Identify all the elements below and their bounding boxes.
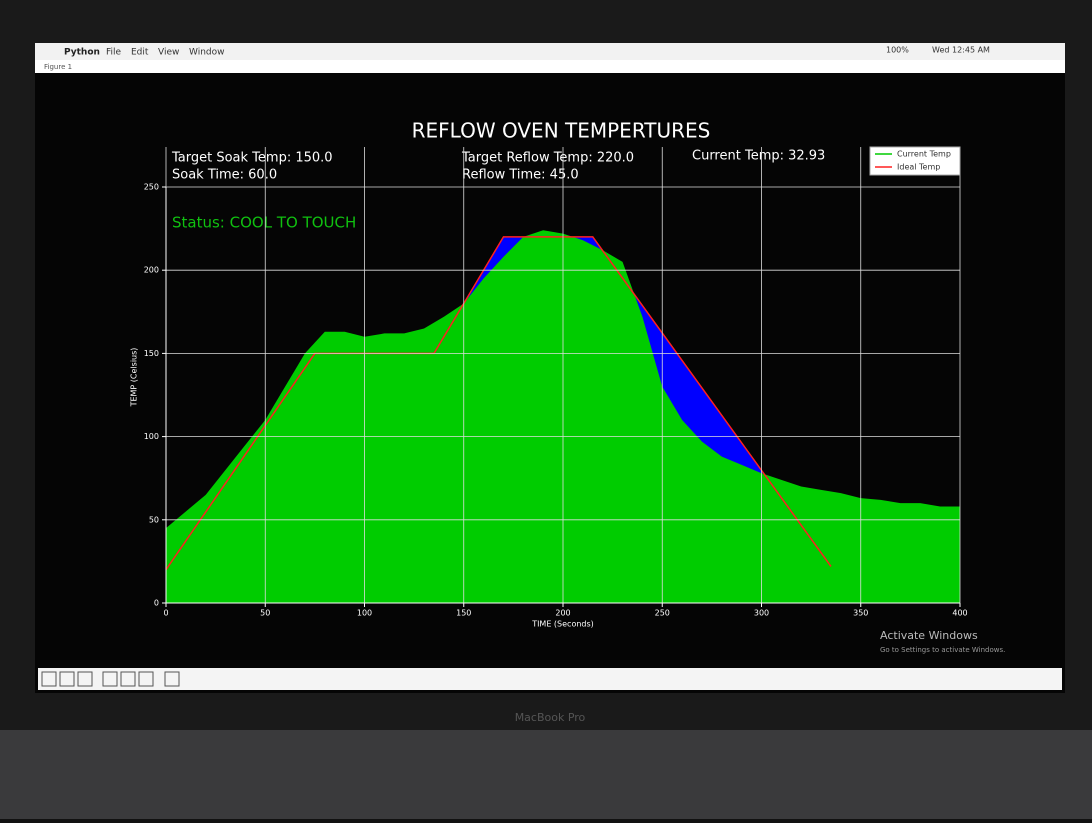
toolbar xyxy=(38,668,1062,690)
zoom-button[interactable] xyxy=(120,671,136,687)
annotation: Current Temp: 32.93 xyxy=(692,149,825,164)
device-label: MacBook Pro xyxy=(515,711,586,724)
menu-item[interactable]: Window xyxy=(189,48,225,58)
x-tick-label: 300 xyxy=(754,609,769,618)
x-tick-label: 100 xyxy=(357,609,372,618)
annotation: Target Reflow Temp: 220.0 xyxy=(461,151,634,166)
y-tick-label: 200 xyxy=(144,266,159,275)
y-tick-label: 50 xyxy=(149,515,159,524)
annotation: Target Soak Temp: 150.0 xyxy=(171,151,333,166)
title-bar xyxy=(35,60,1065,73)
watermark-title: Activate Windows xyxy=(880,629,978,642)
y-tick-label: 250 xyxy=(144,183,159,192)
back-button[interactable] xyxy=(59,671,75,687)
battery: 100% xyxy=(886,46,909,55)
ideal-line xyxy=(165,236,832,571)
annotation: Reflow Time: 45.0 xyxy=(462,168,579,183)
annotation: Soak Time: 60.0 xyxy=(172,168,277,183)
legend-label: Current Temp xyxy=(897,150,951,159)
x-tick-label: 200 xyxy=(555,609,570,618)
clock: Wed 12:45 AM xyxy=(932,46,990,55)
window-title: Figure 1 xyxy=(44,63,72,71)
toolbar-icons xyxy=(41,671,180,687)
home-button[interactable] xyxy=(41,671,57,687)
x-tick-label: 350 xyxy=(853,609,868,618)
menu-app[interactable]: Python xyxy=(64,48,100,58)
laptop-base xyxy=(0,730,1092,819)
chart-title: REFLOW OVEN TEMPERTURES xyxy=(412,119,711,143)
menu-bar xyxy=(35,43,1065,60)
legend-label: Ideal Temp xyxy=(897,163,940,172)
watermark-subtitle: Go to Settings to activate Windows. xyxy=(880,646,1005,654)
y-tick-label: 100 xyxy=(144,432,159,441)
x-axis-label: TIME (Seconds) xyxy=(531,620,594,629)
legend-box xyxy=(869,146,961,176)
x-tick-label: 150 xyxy=(456,609,471,618)
x-tick-label: 0 xyxy=(163,609,168,618)
configure-button[interactable] xyxy=(138,671,154,687)
forward-button[interactable] xyxy=(77,671,93,687)
menu-item[interactable]: Edit xyxy=(131,48,149,58)
y-axis-label: TEMP (Celsius) xyxy=(130,348,139,408)
x-tick-label: 50 xyxy=(260,609,270,618)
save-button[interactable] xyxy=(164,671,180,687)
pan-button[interactable] xyxy=(102,671,118,687)
menu-item[interactable]: File xyxy=(106,48,122,58)
x-tick-label: 400 xyxy=(952,609,967,618)
menu-item[interactable]: View xyxy=(158,48,179,58)
y-tick-label: 0 xyxy=(154,599,159,608)
status-text: Status: COOL TO TOUCH xyxy=(172,214,356,232)
x-tick-label: 250 xyxy=(655,609,670,618)
y-tick-label: 150 xyxy=(144,349,159,358)
